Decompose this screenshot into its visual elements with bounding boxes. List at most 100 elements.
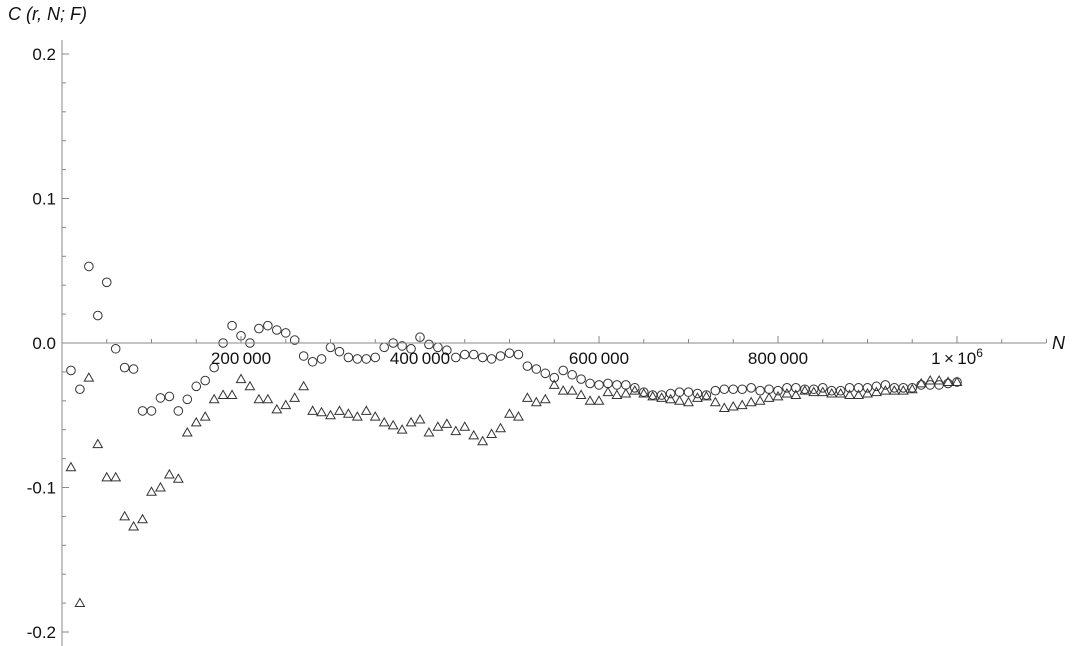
triangle-point — [718, 402, 730, 412]
triangle-point — [110, 471, 122, 482]
triangle-point — [862, 387, 873, 398]
circle-series — [66, 261, 962, 416]
triangle-point — [656, 392, 668, 402]
circle-point — [451, 352, 461, 363]
triangle-point — [691, 392, 703, 402]
circle-point — [692, 388, 703, 399]
triangle-point — [870, 386, 882, 397]
circle-point — [585, 378, 595, 389]
triangle-point — [369, 411, 381, 421]
triangle-point — [316, 406, 328, 417]
circle-point — [442, 345, 452, 356]
triangle-point — [548, 379, 560, 389]
triangle-point — [486, 428, 498, 438]
circle-point — [316, 354, 327, 364]
circle-point — [146, 406, 157, 416]
triangle-point — [620, 387, 632, 398]
circle-point — [227, 320, 237, 331]
triangle-point — [199, 411, 211, 421]
triangle-point — [727, 400, 739, 411]
triangle-point — [450, 425, 462, 436]
triangle-point — [879, 385, 891, 395]
circle-point — [782, 382, 792, 393]
triangle-point — [307, 405, 319, 415]
triangle-point — [137, 513, 149, 524]
triangle-point — [468, 429, 480, 440]
triangle-point — [602, 386, 614, 397]
triangle-point — [611, 389, 623, 399]
triangle-point — [933, 374, 945, 385]
circle-point — [656, 390, 667, 400]
x-tick-label-text: 1 × 10 — [931, 349, 976, 368]
circle-point — [809, 384, 819, 395]
triangle-point — [459, 421, 471, 431]
triangle-point — [163, 468, 175, 479]
circle-point — [379, 342, 390, 353]
y-tick-label: -0.1 — [27, 479, 56, 498]
triangle-point — [441, 418, 453, 428]
triangle-point — [629, 385, 641, 395]
circle-point — [397, 341, 407, 351]
circle-point — [638, 387, 649, 397]
circle-point — [558, 365, 569, 376]
circle-point — [612, 380, 622, 390]
circle-point — [155, 393, 166, 403]
triangle-point — [128, 520, 140, 531]
triangle-point — [539, 393, 551, 404]
triangle-point — [799, 385, 811, 395]
x-tick-label-text: 400 000 — [390, 349, 450, 368]
triangle-point — [262, 393, 274, 404]
triangle-point — [915, 377, 927, 388]
circle-point — [84, 261, 94, 272]
triangle-point — [432, 421, 444, 431]
circle-point — [764, 384, 774, 395]
triangle-point — [181, 426, 193, 437]
y-tick-label: 0.0 — [32, 334, 56, 353]
circle-point — [576, 374, 586, 384]
circle-point — [128, 364, 139, 374]
triangle-point — [405, 416, 417, 427]
circle-point — [880, 380, 891, 390]
x-tick-label: 600 000 — [569, 349, 629, 368]
triangle-point — [172, 473, 184, 483]
triangle-point — [683, 396, 694, 407]
triangle-point — [584, 395, 596, 405]
triangle-point — [817, 386, 829, 397]
triangle-point — [298, 380, 310, 391]
x-ticks: 200 000 400 000 600 000 800 000 1 × 106 — [106, 336, 1047, 368]
triangle-point — [477, 435, 489, 446]
circle-point — [191, 381, 202, 392]
circle-point — [817, 382, 828, 393]
circle-point — [531, 364, 542, 374]
x-axis-label: N — [1052, 333, 1066, 353]
circle-point — [209, 362, 219, 373]
triangle-point — [647, 390, 659, 401]
circle-point — [504, 348, 515, 358]
triangle-point — [378, 416, 390, 427]
triangle-point — [736, 399, 748, 410]
circle-point — [272, 325, 282, 335]
circle-point — [773, 385, 783, 396]
triangle-point — [414, 413, 426, 424]
triangle-point — [217, 389, 229, 399]
circle-point — [477, 352, 488, 363]
triangle-point — [942, 376, 954, 386]
triangle-point — [146, 486, 157, 496]
circle-point — [683, 387, 694, 397]
circle-point — [710, 385, 721, 396]
x-tick-label: 1 × 106 — [931, 346, 983, 368]
triangle-point — [763, 392, 775, 402]
triangle-point — [351, 411, 363, 421]
y-tick-label: 0.2 — [32, 45, 56, 64]
circle-point — [182, 394, 193, 405]
y-ticks: 0.2 0.1 0.0 -0.1 -0.2 — [27, 45, 69, 642]
triangle-point — [575, 389, 587, 399]
triangle-point — [253, 393, 265, 404]
circle-point — [862, 382, 873, 393]
circle-point — [66, 365, 76, 376]
circle-point — [164, 391, 175, 402]
x-tick-label-text: 800 000 — [748, 349, 808, 368]
circle-point — [871, 381, 882, 392]
triangle-point — [119, 510, 131, 521]
